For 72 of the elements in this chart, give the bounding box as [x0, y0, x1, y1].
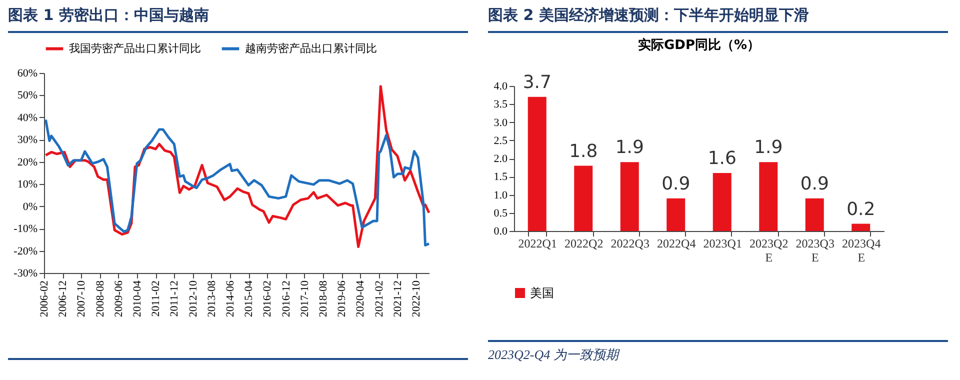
y-tick-label: 2.5: [494, 134, 508, 147]
bar: [852, 224, 870, 231]
y-tick-label: 0%: [22, 200, 38, 213]
legend-label: 美国: [530, 286, 554, 300]
data-label: 0.2: [846, 198, 876, 220]
y-tick-label: 0.0: [494, 226, 508, 238]
bar: [759, 162, 778, 231]
y-tick-label: 60%: [17, 68, 38, 80]
legend-label: 越南劳密产品出口累计同比: [245, 42, 377, 55]
x-tick-label: 2023Q4 E: [842, 236, 881, 264]
chart-title: 图表 1 劳密出口：中国与越南: [8, 4, 468, 33]
x-tick-label: 2023Q3 E: [796, 236, 834, 264]
x-tick-label: 2022Q1: [518, 236, 557, 250]
x-tick-label: 2020-04: [354, 280, 367, 318]
x-tick-label: 2011-02: [150, 280, 162, 317]
y-tick-label: 3.0: [494, 116, 508, 129]
x-tick-label: 2008-08: [94, 280, 106, 318]
y-tick-label: 1.5: [494, 171, 508, 184]
x-tick-label: 2007-10: [76, 280, 88, 318]
x-tick-label: 2021-02: [373, 280, 386, 318]
x-tick-label: 2012-10: [187, 280, 200, 318]
bar: [805, 198, 824, 231]
y-tick-label: -10%: [14, 223, 38, 236]
data-label: 1.9: [754, 137, 783, 158]
y-tick-label: 2.0: [494, 153, 508, 165]
line-series: [44, 118, 430, 246]
x-tick-label: 2015-04: [243, 280, 256, 318]
x-tick-label: 2009-06: [112, 280, 125, 318]
x-tick-label: 2006-02: [38, 280, 50, 318]
y-tick-label: -30%: [14, 268, 38, 280]
text: 2023Q2-Q4 为一致预期: [488, 346, 621, 364]
bar: [620, 162, 639, 231]
x-tick-label: 2022Q2: [564, 236, 604, 250]
x-tick-label: 2018-08: [318, 280, 330, 318]
x-tick-label: 2023Q1: [703, 236, 742, 250]
x-tick-label: 2011-12: [168, 280, 181, 317]
legend-label: 我国劳密产品出口累计同比: [69, 42, 201, 55]
data-label: 3.7: [522, 72, 552, 93]
x-tick-label: 2006-12: [57, 280, 70, 318]
x-tick-label: 2016-02: [262, 280, 274, 318]
x-tick-label: 2017-10: [298, 280, 311, 318]
y-tick-label: -20%: [14, 245, 38, 258]
y-tick-label: 1.0: [494, 189, 508, 202]
y-tick-label: 3.5: [494, 98, 508, 111]
x-tick-label: 2016-12: [280, 280, 292, 318]
x-tick-label: 2014-06: [224, 280, 236, 318]
x-tick-label: 2023Q2 E: [750, 236, 788, 264]
y-tick-label: 20%: [17, 156, 38, 168]
y-tick-label: 30%: [17, 134, 38, 146]
data-label: 1.6: [708, 148, 736, 169]
x-tick-label: 2022Q3: [610, 236, 650, 250]
x-tick-label: 2022Q4: [657, 236, 696, 250]
y-tick-label: 4.0: [494, 80, 508, 92]
chart-title: 图表 2 美国经济增速预测：下半年开始明显下滑: [488, 4, 948, 33]
data-label: 1.9: [615, 137, 644, 158]
bar: [712, 173, 732, 231]
y-tick-label: 50%: [17, 90, 38, 102]
data-label: 0.9: [800, 173, 829, 194]
chart-subtitle: 实际GDP同比（%）: [638, 36, 760, 53]
x-tick-label: 2013-08: [206, 280, 218, 318]
y-tick-label: 10%: [17, 178, 38, 191]
data-label: 0.9: [662, 173, 690, 194]
x-tick-label: 2019-06: [336, 280, 348, 318]
bar: [666, 198, 686, 231]
x-tick-label: 2010-04: [131, 280, 144, 318]
y-tick-label: 0.5: [494, 207, 508, 220]
bar: [574, 166, 593, 231]
bar: [528, 96, 546, 231]
x-tick-label: 2022-10: [410, 280, 423, 318]
x-tick-label: 2021-12: [392, 280, 404, 318]
y-tick-label: 40%: [17, 112, 38, 124]
data-label: 1.8: [569, 140, 598, 162]
